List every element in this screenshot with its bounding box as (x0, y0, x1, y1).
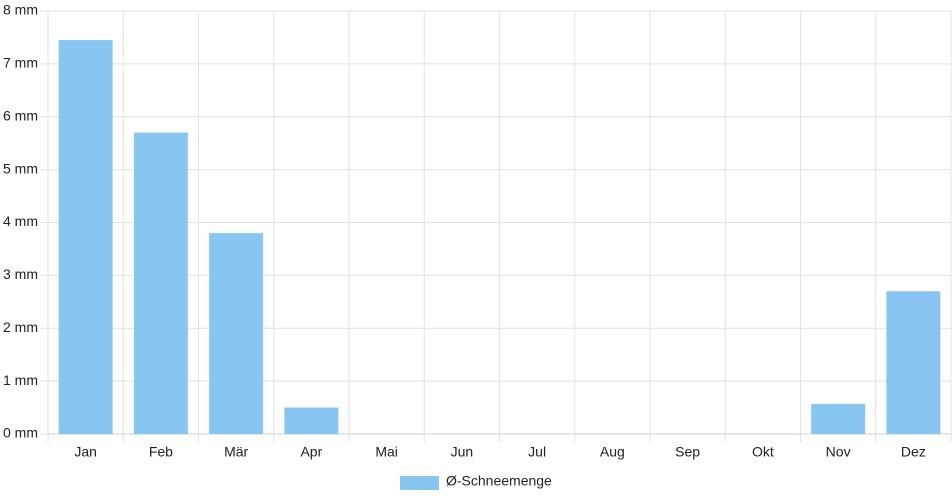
x-tick-label: Aug (600, 444, 625, 460)
y-tick-label: 2 mm (3, 319, 38, 335)
legend-label: Ø-Schneemenge (446, 473, 552, 489)
x-tick-label: Mär (224, 444, 248, 460)
bar (209, 233, 264, 434)
y-tick-label: 8 mm (3, 2, 38, 18)
y-tick-label: 4 mm (3, 213, 38, 229)
bar (886, 291, 941, 434)
y-tick-label: 0 mm (3, 425, 38, 441)
y-tick-label: 5 mm (3, 160, 38, 176)
x-tick-label: Feb (149, 444, 173, 460)
bar (811, 403, 866, 434)
bar (58, 40, 113, 435)
x-tick-label: Dez (901, 444, 926, 460)
y-tick-label: 3 mm (3, 266, 38, 282)
y-tick-label: 1 mm (3, 372, 38, 388)
x-tick-label: Okt (752, 444, 774, 460)
x-tick-label: Jan (74, 444, 97, 460)
bar (133, 132, 188, 435)
x-tick-label: Jul (528, 444, 546, 460)
y-tick-label: 7 mm (3, 55, 38, 71)
x-tick-label: Apr (300, 444, 322, 460)
x-tick-label: Jun (451, 444, 474, 460)
x-tick-label: Nov (826, 444, 851, 460)
bar (284, 407, 339, 434)
x-tick-label: Sep (675, 444, 700, 460)
legend-swatch (400, 476, 439, 490)
x-tick-label: Mai (375, 444, 398, 460)
y-tick-label: 6 mm (3, 107, 38, 123)
